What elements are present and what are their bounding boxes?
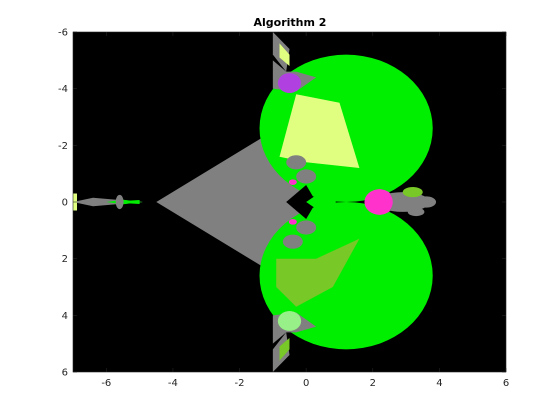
bottom-olive-bud bbox=[279, 338, 290, 361]
y-tick-label: 6 bbox=[62, 368, 68, 379]
plot-area bbox=[72, 31, 507, 373]
right-bulb-tip bbox=[416, 196, 437, 208]
x-tick-label: 0 bbox=[303, 378, 309, 389]
chart-title: Algorithm 2 bbox=[254, 16, 327, 29]
y-tick-label: -6 bbox=[58, 28, 68, 39]
region-large-lower-lobe bbox=[259, 202, 433, 350]
right-gray-bud bbox=[407, 207, 425, 217]
cusp-notch bbox=[286, 185, 317, 219]
edge-bump-0 bbox=[286, 155, 307, 170]
top-yellow-bud bbox=[279, 43, 290, 66]
edge-bump-1 bbox=[282, 234, 303, 249]
y-tick-label: 4 bbox=[62, 311, 68, 322]
small-magenta-top bbox=[288, 179, 297, 186]
top-purple-blob bbox=[277, 73, 302, 93]
x-tick-label: -4 bbox=[168, 378, 178, 389]
y-axis: -6 -4 -2 0 2 4 6 bbox=[58, 28, 506, 379]
edge-bump-3 bbox=[296, 220, 317, 235]
edge-bump-2 bbox=[296, 169, 317, 184]
left-antenna-green bbox=[106, 199, 143, 205]
small-magenta-bottom bbox=[288, 219, 297, 225]
x-tick-label: -2 bbox=[235, 378, 245, 389]
x-tick-label: -6 bbox=[101, 378, 111, 389]
y-tick-label: 0 bbox=[62, 198, 68, 209]
y-tick-label: -2 bbox=[58, 141, 68, 152]
right-olive-bud bbox=[402, 186, 423, 198]
x-tick-label: 4 bbox=[436, 378, 442, 389]
region-lower-wedge bbox=[276, 238, 360, 307]
x-tick-label: 6 bbox=[503, 378, 509, 389]
bottom-light-green-blob bbox=[277, 311, 302, 331]
y-tick-label: -4 bbox=[58, 84, 68, 95]
right-magenta-core bbox=[366, 189, 393, 215]
y-tick-label: 2 bbox=[62, 254, 68, 265]
cusp-green-tip bbox=[306, 190, 337, 214]
fractal-details bbox=[73, 32, 437, 372]
x-axis: -6 -4 -2 0 2 4 6 bbox=[101, 32, 509, 389]
left-bud bbox=[115, 194, 124, 210]
fractal-regions bbox=[106, 54, 433, 350]
x-tick-label: 2 bbox=[370, 378, 376, 389]
region-upper-wedge bbox=[279, 94, 360, 168]
